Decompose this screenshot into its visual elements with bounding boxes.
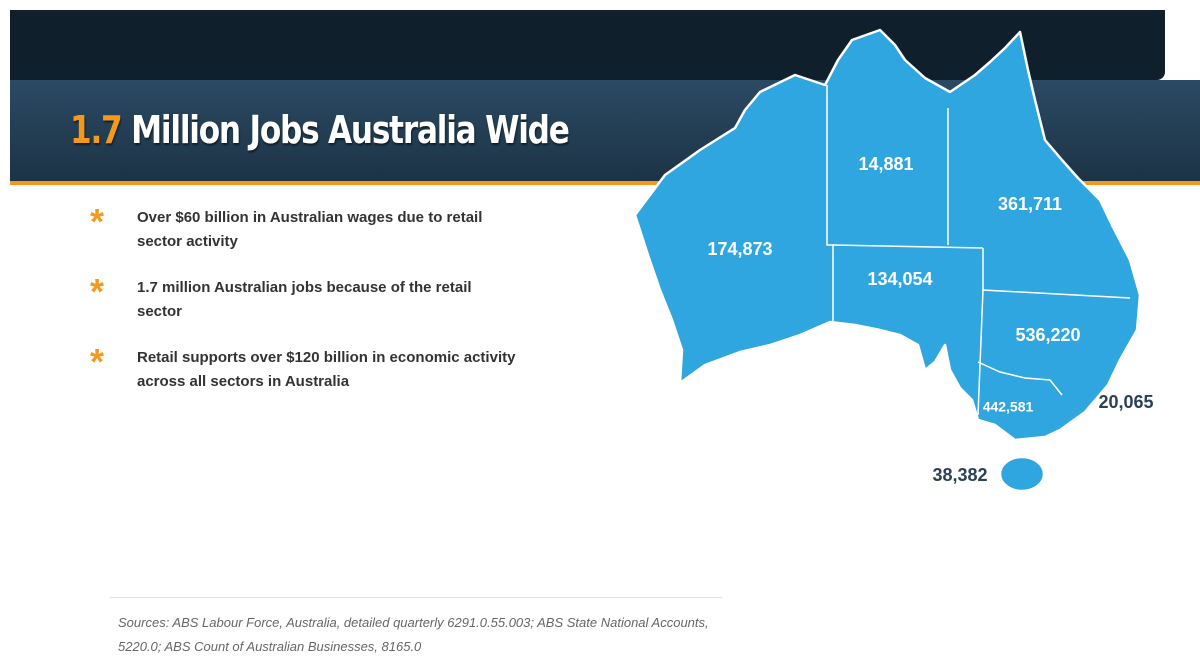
region-label: 38,382 bbox=[932, 465, 987, 485]
region-label: 20,065 bbox=[1098, 392, 1153, 412]
bullet-text: Retail supports over $120 billion in eco… bbox=[137, 349, 516, 390]
bullet: * Retail supports over $120 billion in ec… bbox=[90, 341, 520, 394]
region-label: 134,054 bbox=[867, 269, 932, 289]
bullet-icon: * bbox=[90, 201, 105, 242]
bullet-text: Over $60 billion in Australian wages due… bbox=[137, 209, 483, 250]
region-label: 174,873 bbox=[707, 239, 772, 259]
divider bbox=[110, 597, 722, 598]
tasmania bbox=[998, 455, 1046, 493]
border bbox=[977, 361, 1063, 396]
sources: Sources: ABS Labour Force, Australia, de… bbox=[118, 615, 709, 654]
region-label: 536,220 bbox=[1015, 325, 1080, 345]
border bbox=[832, 244, 984, 249]
border bbox=[977, 289, 984, 416]
border bbox=[826, 85, 834, 322]
mainland bbox=[633, 28, 1142, 442]
top-bar bbox=[10, 10, 1165, 80]
region-label: 442,581 bbox=[983, 399, 1034, 415]
title: 1.7 Million Jobs Australia Wide bbox=[70, 108, 570, 152]
bullet: * Over $60 billion in Australian wages du… bbox=[90, 201, 520, 254]
region-label: 14,881 bbox=[858, 154, 913, 174]
region-label: 361,711 bbox=[998, 194, 1062, 214]
bullet: * 1.7 million Australian jobs because of … bbox=[90, 271, 520, 324]
title-text: Million Jobs Australia Wide bbox=[131, 108, 570, 152]
bullet-text: 1.7 million Australian jobs because of t… bbox=[137, 279, 472, 320]
bullet-icon: * bbox=[90, 341, 105, 382]
bullet-list: * Over $60 billion in Australian wages du… bbox=[90, 201, 520, 416]
title-highlight: 1.7 bbox=[70, 108, 123, 152]
bullet-icon: * bbox=[90, 271, 105, 312]
state-borders bbox=[826, 85, 1131, 416]
australia bbox=[633, 28, 1142, 493]
